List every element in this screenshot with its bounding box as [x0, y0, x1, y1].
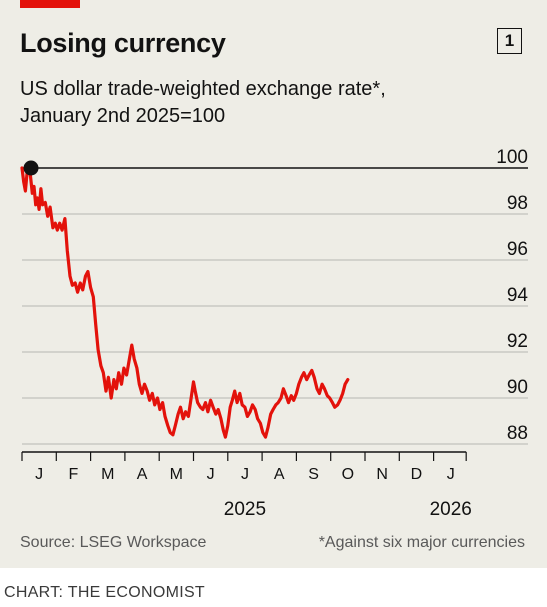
year-label: 2025	[224, 499, 266, 520]
accent-bar	[20, 0, 80, 8]
y-tick-label: 90	[507, 377, 528, 398]
month-tick-label: A	[137, 466, 148, 483]
footnote: *Against six major currencies	[318, 534, 525, 551]
y-tick-label: 98	[507, 193, 528, 214]
month-tick-label: J	[35, 466, 43, 483]
chart-title: Losing currency	[20, 28, 226, 58]
chart-subtitle: US dollar trade-weighted exchange rate*,…	[20, 76, 386, 130]
month-tick-label: S	[308, 466, 319, 483]
month-tick-label: J	[207, 466, 215, 483]
line-chart: 88 90 92 94 96 98 100 J F M A M J J A S O N D J 2025 2026	[20, 147, 529, 520]
month-tick-label: F	[69, 466, 79, 483]
chart-credit: CHART: THE ECONOMIST	[4, 584, 205, 601]
series-line	[20, 161, 350, 439]
subtitle-line-1: US dollar trade-weighted exchange rate*,	[20, 78, 386, 100]
start-marker-dot	[23, 160, 39, 176]
subtitle-line-2: January 2nd 2025=100	[20, 105, 226, 127]
month-tick-label: N	[376, 466, 388, 483]
y-tick-label: 94	[507, 285, 529, 306]
month-tick-label: J	[241, 466, 249, 483]
y-tick-label: 96	[507, 239, 528, 260]
month-tick-label: M	[101, 466, 114, 483]
chart-number-badge: 1	[497, 28, 522, 54]
chart-card: Losing currency 1 US dollar trade-weight…	[0, 0, 547, 568]
month-tick-label: D	[411, 466, 423, 483]
y-tick-label: 100	[496, 147, 528, 168]
source-note: Source: LSEG Workspace	[20, 534, 207, 551]
y-tick-label: 92	[507, 331, 528, 352]
month-tick-label: M	[170, 466, 183, 483]
month-tick-label: A	[274, 466, 285, 483]
y-tick-label: 88	[507, 423, 528, 444]
year-label: 2026	[430, 499, 472, 520]
month-tick-label: J	[447, 466, 455, 483]
month-tick-label: O	[342, 466, 354, 483]
